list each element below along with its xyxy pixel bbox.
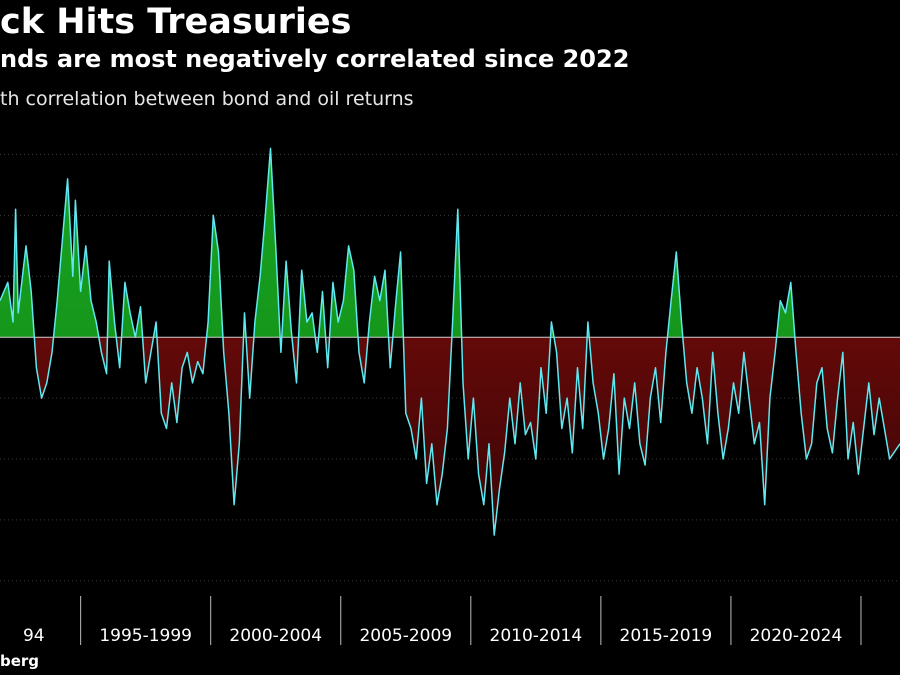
x-tick-label: 94: [23, 626, 45, 646]
chart-subtitle: nds are most negatively correlated since…: [0, 45, 630, 73]
x-tick-label: 1995-1999: [99, 626, 192, 646]
source-note: berg: [0, 652, 40, 670]
positive-area: [0, 148, 900, 338]
x-tick-label: 2020-2024: [750, 626, 843, 646]
x-axis: 94 1995-1999 2000-2004 2005-2009 2010-2014 20…: [23, 596, 862, 646]
correlation-area: [0, 148, 900, 536]
negative-area: [34, 337, 900, 536]
y-axis-label: th correlation between bond and oil retu…: [0, 88, 414, 110]
chart-title: ck Hits Treasuries: [0, 2, 352, 42]
x-tick-label: 2010-2014: [490, 626, 583, 646]
x-tick-label: 2005-2009: [359, 626, 452, 646]
x-tick-label: 2015-2019: [620, 626, 713, 646]
correlation-line-group: [0, 147, 900, 536]
x-tick-label: 2000-2004: [229, 626, 322, 646]
correlation-line: [0, 147, 900, 536]
